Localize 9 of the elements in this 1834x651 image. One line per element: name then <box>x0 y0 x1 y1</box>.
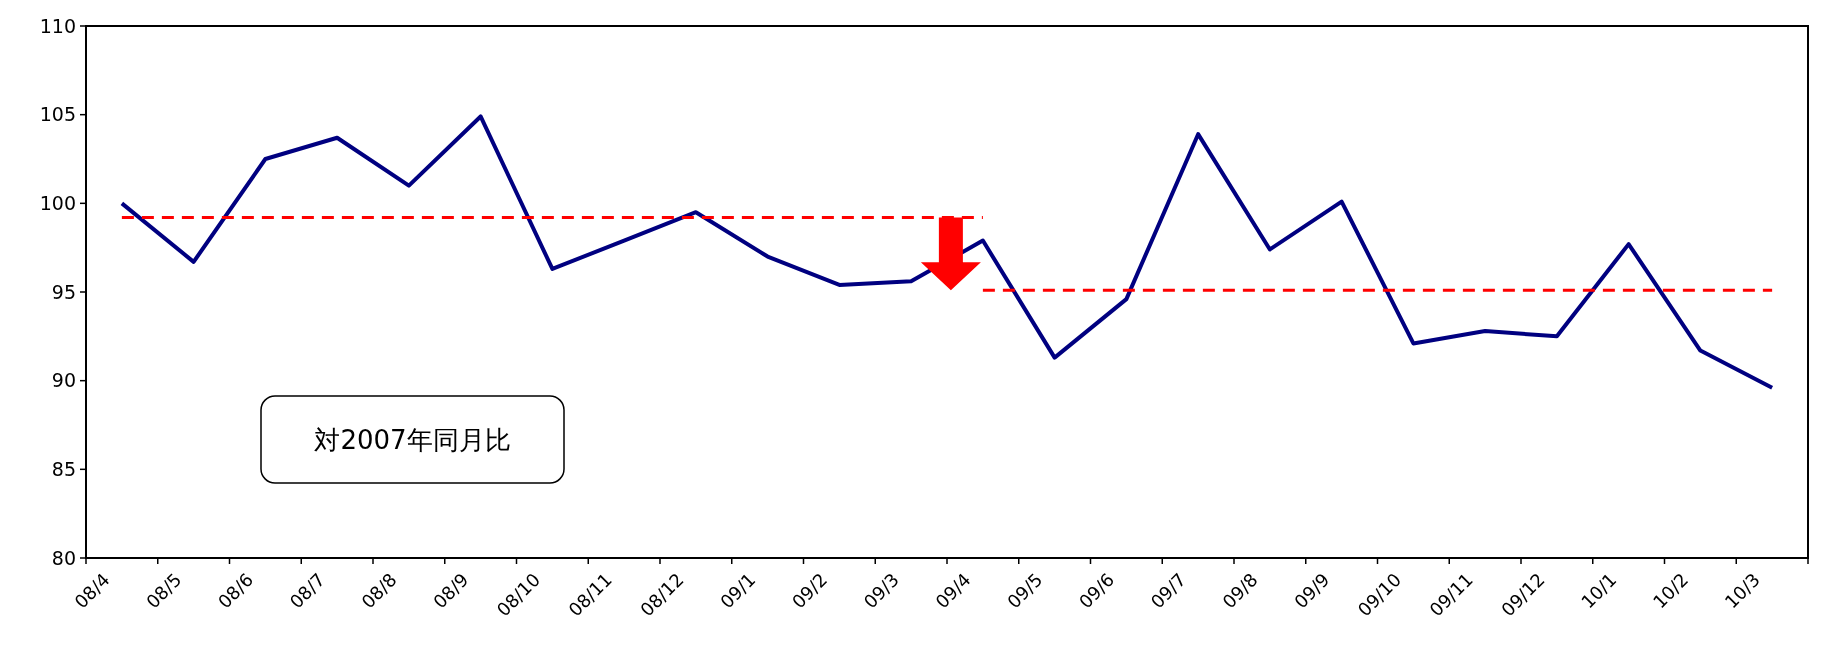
y-tick-label: 95 <box>51 280 76 303</box>
y-tick-label: 100 <box>39 191 76 214</box>
y-tick-label: 90 <box>51 369 76 392</box>
y-tick-label: 85 <box>51 457 76 480</box>
y-tick-label: 105 <box>39 103 76 126</box>
line-series <box>119 114 1775 390</box>
y-tick-label: 80 <box>51 546 76 569</box>
y-tick-label: 110 <box>39 14 76 37</box>
annotation: 対2007年同月比 <box>314 424 511 455</box>
